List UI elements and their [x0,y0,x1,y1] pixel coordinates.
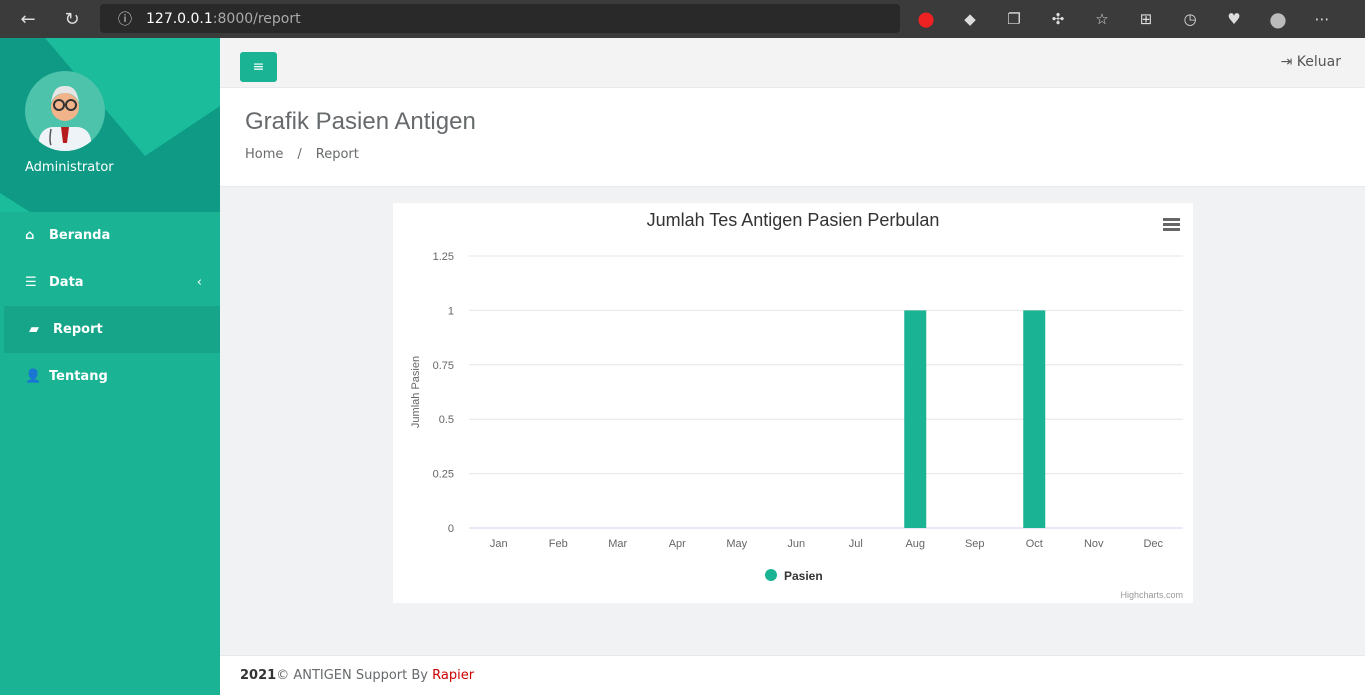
doctor-avatar-icon [39,85,91,151]
breadcrumb: Home / Report [245,147,359,162]
user-icon: 👤 [25,369,42,384]
browser-toolbar: ← ↻ ⓘ 127.0.0.1:8000/report ⬤ ◆ ❐ ✣ ☆ ⊞ … [0,0,1365,38]
bar [1023,310,1046,528]
sidebar-item-label: Data [49,275,84,290]
health-icon[interactable]: ♥ [1227,10,1241,28]
sign-out-icon: ⇥ [1280,54,1297,70]
copy-icon[interactable]: ❐ [1007,10,1021,28]
topbar: ≡ ⇥ Keluar [220,38,1365,88]
footer-brand[interactable]: Rapier [432,668,475,683]
y-tick-label: 0.25 [433,469,454,481]
url-host: 127.0.0.1 [146,10,213,27]
sidebar-item-report[interactable]: ▰ Report [4,306,220,353]
profile-avatar[interactable]: ● [1269,7,1287,31]
refresh-icon[interactable]: ↻ [64,8,80,30]
user-name: Administrator [25,160,114,175]
x-tick-label: May [726,538,747,550]
breadcrumb-report: Report [315,147,359,162]
more-icon[interactable]: ⋯ [1314,10,1330,28]
chart-credits: Highcharts.com [1120,590,1183,600]
chart-container: Jumlah Tes Antigen Pasien Perbulan 0 0.25 0… [393,203,1193,603]
y-axis-title: Jumlah Pasien [410,356,422,428]
y-tick-label: 1 [448,305,454,317]
avatar[interactable] [25,71,105,151]
menu-toggle-button[interactable]: ≡ [240,52,277,82]
breadcrumb-separator: / [297,147,302,162]
footer-year: 2021 [240,668,277,683]
y-tick-label: 0 [448,523,454,535]
profile-panel: Administrator [0,38,220,212]
back-icon[interactable]: ← [20,8,36,30]
chart-menu-icon-bar [1163,223,1180,226]
x-tick-label: Jul [849,538,863,550]
x-tick-label: Feb [549,538,568,550]
legend-item: Pasien [784,569,823,583]
x-tick-label: Oct [1026,538,1043,550]
url-path: :8000/report [212,10,301,27]
y-tick-label: 0.5 [439,414,454,426]
x-tick-label: Jun [787,538,805,550]
sidebar: Administrator ⌂ Beranda ☰ Data ‹ ▰ Report 👤 T… [0,38,220,695]
x-tick-label: Aug [905,538,925,550]
extension-icon[interactable]: ◆ [964,10,976,28]
legend-marker [765,569,777,581]
chart-menu-icon-bar [1163,218,1180,221]
chart-title: Jumlah Tes Antigen Pasien Perbulan [647,210,940,230]
adblock-icon[interactable]: ⬤ [917,10,935,28]
logout-link[interactable]: ⇥ Keluar [1281,54,1341,70]
sidebar-item-beranda[interactable]: ⌂ Beranda [0,212,220,259]
footer-text: © ANTIGEN Support By [276,668,433,683]
puzzle-icon[interactable]: ✣ [1051,10,1065,28]
x-tick-label: Jan [490,538,508,550]
y-tick-label: 1.25 [433,251,454,263]
sidebar-nav: ⌂ Beranda ☰ Data ‹ ▰ Report 👤 Tentang [0,212,220,400]
sidebar-item-label: Report [53,322,103,337]
x-tick-label: Apr [669,538,686,550]
book-icon: ▰ [29,322,39,337]
y-tick-label: 0.75 [433,360,454,372]
sidebar-item-label: Tentang [49,369,108,384]
breadcrumb-home[interactable]: Home [245,147,284,162]
bar [904,310,927,528]
sidebar-item-tentang[interactable]: 👤 Tentang [0,353,220,400]
history-icon[interactable]: ◷ [1183,10,1197,28]
footer: 2021© ANTIGEN Support By Rapier [220,655,1365,695]
page-title: Grafik Pasien Antigen [245,108,476,135]
home-icon: ⌂ [25,228,35,243]
sidebar-item-data[interactable]: ☰ Data ‹ [0,259,220,306]
bar-chart: Jumlah Tes Antigen Pasien Perbulan 0 0.25 0… [410,210,1183,600]
x-tick-label: Nov [1084,538,1104,550]
database-icon: ☰ [25,275,37,290]
collections-icon[interactable]: ⊞ [1139,10,1153,28]
x-tick-label: Sep [965,538,985,550]
x-tick-label: Dec [1143,538,1163,550]
favorites-icon[interactable]: ☆ [1095,10,1109,28]
x-tick-label: Mar [608,538,627,550]
logout-label: Keluar [1296,54,1341,70]
page-header: Grafik Pasien Antigen Home / Report [220,88,1365,187]
address-bar[interactable]: ⓘ 127.0.0.1:8000/report [100,4,900,33]
chart-menu-icon-bar [1163,228,1180,231]
chevron-left-icon: ‹ [196,275,202,290]
sidebar-item-label: Beranda [49,228,111,243]
info-icon: ⓘ [118,11,132,28]
